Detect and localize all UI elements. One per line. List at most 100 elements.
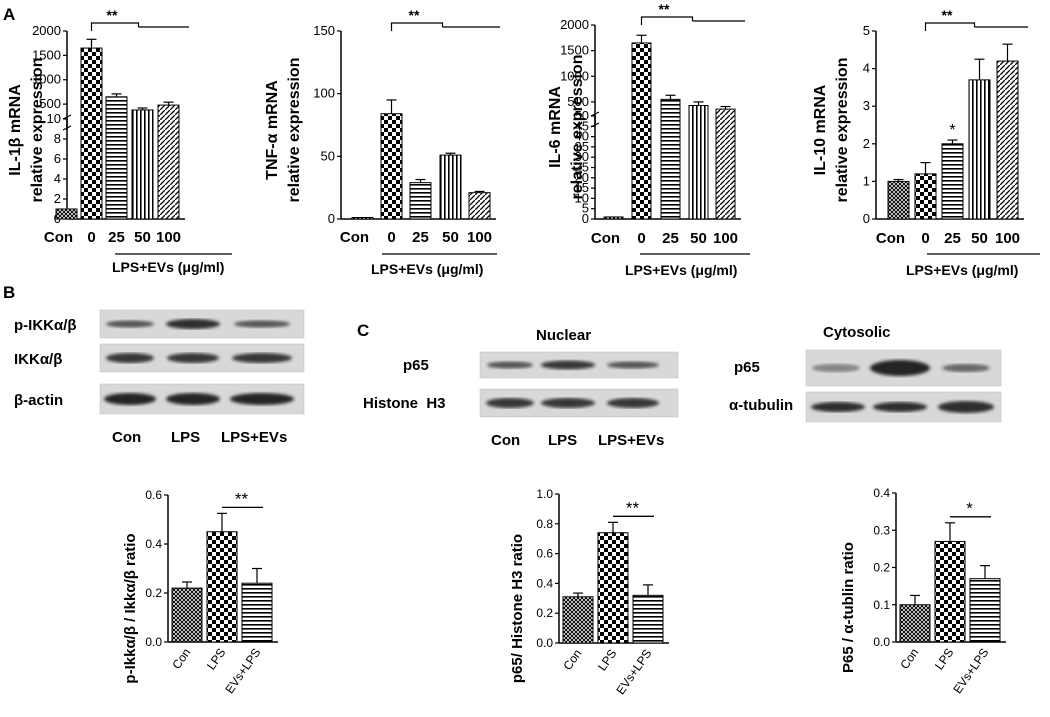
bar [996,60,1019,220]
blot-b-row-label-3: β-actin [14,392,63,409]
significance-marker: ** [107,7,118,23]
y-tick-label: 1.0 [536,487,553,501]
blot-b-lane-label-2: LPS [171,429,200,446]
band [232,353,292,363]
significance-marker: ** [942,7,953,23]
bar [941,143,964,220]
y-tick-label: 3 [863,98,870,113]
bar [887,180,910,220]
blot-c-cytosolic-row-2: α-tubulin [729,397,793,414]
blot-c-lane-label-2: LPS [548,432,577,449]
blot-c-cytosolic-title: Cytosolic [823,324,891,341]
x-tick-label: 25 [944,230,961,247]
y-tick-label: 0.2 [145,586,162,600]
y-tick-label: 35 [575,139,589,154]
bar [688,105,709,220]
y-tick-label: 1500 [560,43,589,58]
bar [351,217,374,220]
y-tick-label: 0.2 [873,561,890,575]
bar [80,47,103,220]
y-tick-label: 1000 [32,72,61,87]
y-axis-label: IL-6 mRNA [547,86,564,168]
bar [171,587,203,643]
band [812,364,860,372]
bar [409,182,432,220]
band [166,319,220,329]
y-tick-label: 5 [582,201,589,216]
y-tick-label: 30 [575,149,589,164]
x-tick-label: Con [560,647,584,673]
y-tick-label: 45 [575,118,589,133]
x-tick-label: Con [591,230,620,247]
y-tick-label: 25 [575,160,589,175]
significance-bracket [640,16,694,25]
y-tick-label: 15 [575,180,589,195]
y-tick-label: 0.0 [873,635,890,649]
bar [934,540,966,643]
x-tick-label: LPS [932,646,956,673]
x-tick-label: 100 [995,230,1020,247]
bar [105,96,128,220]
axis-break-mark [590,111,600,117]
significance-marker: ** [626,498,640,517]
y-tick-label: 0.6 [145,488,162,502]
y-tick-label: 0.1 [873,598,890,612]
band [230,393,294,405]
x-tick-label: 25 [412,229,429,246]
significance-marker: ** [235,489,249,508]
band [811,402,865,412]
y-tick-label: 50 [321,148,335,163]
y-tick-label: 0.4 [145,537,162,551]
blot-c-cytosolic-row-1: p65 [734,359,760,376]
blot-b-lane-label-3: LPS+EVs [221,429,287,446]
band [938,401,994,413]
x-tick-label: 50 [690,230,707,247]
x-tick-label: Con [340,229,369,246]
x-tick-label: 0 [637,230,645,247]
bar [631,42,652,220]
y-tick-label: 0.0 [145,635,162,649]
y-tick-label: 500 [39,96,61,111]
y-tick-label: 0.6 [536,547,553,561]
western-blot-b: p-IKKα/β IKKα/β β-actin Con LPS LPS+EVs [14,309,305,446]
significance-bracket [924,22,976,31]
y-tick-label: 0.3 [873,523,890,537]
bar [439,154,462,220]
panel-label-a: A [3,5,15,24]
blot-c-lane-label-1: Con [491,432,520,449]
y-tick-label: 8 [54,131,61,146]
x-tick-label: 50 [442,229,459,246]
y-tick-label: 2000 [560,17,589,32]
x-tick-label: EVs+LPS [950,646,991,696]
y-tick-label: 50 [575,108,589,123]
y-axis-label: relative expression [834,58,851,203]
x-tick-label: Con [876,230,905,247]
band [942,364,990,372]
y-axis-label: P65 / α-tublin ratio [840,542,857,673]
band [607,361,659,369]
bar [131,109,154,220]
y-tick-label: 1500 [32,47,61,62]
x-tick-label: 25 [108,229,125,246]
band [167,353,219,363]
bar [603,216,624,220]
bar [468,192,491,220]
y-tick-label: 6 [54,151,61,166]
bar [206,531,238,643]
x-tick-label: 0 [921,230,929,247]
group-label: LPS+EVs (μg/ml) [112,259,224,275]
axis-break-mark [62,114,72,120]
y-axis-label: p65/ Histone H3 ratio [509,534,526,683]
significance-marker: ** [659,1,670,17]
il10-bar-chart: 0 1 2 3 4 5 Con 0 25 50 100 LPS+EVs (μg/ml) IL-10 mR… [812,7,1040,278]
western-blot-c: Nuclear Cytosolic p65 Histone H3 p65 α-t… [363,324,1002,449]
y-tick-label: 150 [313,23,335,38]
significance-bracket [90,22,140,31]
x-tick-label: Con [44,229,73,246]
band [106,353,154,363]
y-tick-label: 1 [863,173,870,188]
x-tick-label: 0 [87,229,95,246]
y-tick-label: 2 [863,136,870,151]
